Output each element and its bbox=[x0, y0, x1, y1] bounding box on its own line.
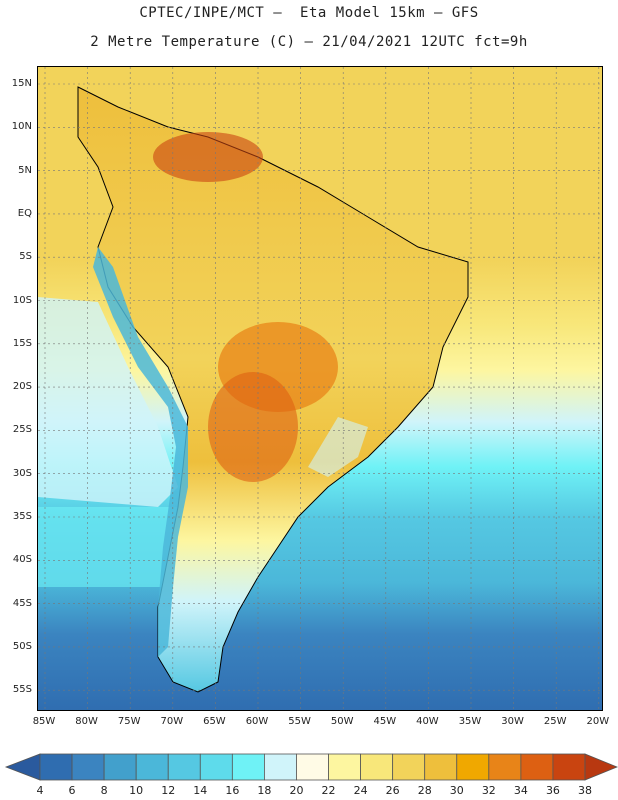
hot-zone-venezuela bbox=[153, 132, 263, 182]
lon-label: 40W bbox=[416, 716, 439, 727]
lat-label: 30S bbox=[12, 467, 32, 479]
lon-label: 25W bbox=[543, 716, 567, 727]
colorbar-label: 22 bbox=[321, 784, 336, 797]
colorbar-cell bbox=[456, 753, 490, 781]
colorbar-label: 30 bbox=[449, 784, 464, 797]
colorbar-cell bbox=[488, 753, 522, 781]
colorbar-label: 28 bbox=[417, 784, 432, 797]
lon-label: 50W bbox=[330, 716, 354, 727]
colorbar-label: 32 bbox=[481, 784, 496, 797]
colorbar-label: 4 bbox=[36, 784, 44, 797]
lon-label: 55W bbox=[288, 716, 311, 727]
map-title-line2: 2 Metre Temperature (C) – 21/04/2021 12U… bbox=[90, 34, 528, 50]
colorbar-label: 10 bbox=[129, 784, 144, 797]
lon-label: 80W bbox=[75, 716, 98, 727]
colorbar-cell bbox=[296, 753, 329, 781]
lat-label: 5S bbox=[19, 251, 32, 263]
colorbar-cell bbox=[199, 753, 233, 781]
colorbar-label: 6 bbox=[68, 784, 76, 797]
lat-label: 5N bbox=[18, 164, 32, 176]
colorbar-label: 18 bbox=[257, 784, 272, 797]
temperature-field bbox=[38, 67, 602, 710]
lat-label: 45S bbox=[12, 597, 32, 609]
colorbar-high-arrow bbox=[584, 753, 618, 781]
colorbar-cell bbox=[552, 753, 586, 781]
colorbar-cell bbox=[360, 753, 394, 781]
hot-zone-chaco bbox=[208, 372, 298, 482]
lat-label: 25S bbox=[12, 424, 32, 436]
colorbar-label: 36 bbox=[545, 784, 560, 797]
graticule bbox=[38, 67, 602, 710]
lat-label: 35S bbox=[12, 511, 32, 522]
colorbar-label: 26 bbox=[385, 784, 400, 797]
colorbar bbox=[4, 753, 618, 781]
colorbar-cell bbox=[392, 753, 426, 781]
colorbar-cells bbox=[39, 753, 586, 781]
lat-label: EQ bbox=[17, 207, 32, 219]
colorbar-cell bbox=[135, 753, 169, 781]
temperature-map bbox=[37, 66, 603, 711]
lat-label: 20S bbox=[12, 381, 32, 393]
lon-label: 70W bbox=[160, 716, 184, 727]
lon-label: 20W bbox=[586, 716, 610, 727]
lon-label: 85W bbox=[32, 716, 56, 727]
lat-label: 40S bbox=[12, 554, 32, 566]
lon-label: 45W bbox=[373, 716, 397, 727]
colorbar-cell bbox=[264, 753, 297, 781]
pacific-cold-zone bbox=[38, 507, 188, 587]
lon-label: 60W bbox=[245, 716, 269, 727]
lon-label: 35W bbox=[458, 716, 482, 727]
colorbar-cell bbox=[328, 753, 361, 781]
colorbar-label: 24 bbox=[353, 784, 368, 797]
lat-label: 15S bbox=[12, 337, 32, 349]
lon-label: 75W bbox=[117, 716, 141, 727]
colorbar-label: 12 bbox=[161, 784, 176, 797]
andes-cold-band bbox=[93, 247, 188, 657]
southeast-cool-zone bbox=[308, 417, 368, 477]
colorbar-label: 38 bbox=[578, 784, 592, 797]
lon-label: 30W bbox=[501, 716, 524, 727]
lat-label: 50S bbox=[12, 640, 32, 652]
colorbar-label: 34 bbox=[513, 784, 528, 797]
colorbar-label: 14 bbox=[193, 784, 208, 797]
colorbar-label: 20 bbox=[289, 784, 304, 797]
pacific-cool-zone bbox=[38, 297, 178, 507]
colorbar-cell bbox=[231, 753, 265, 781]
colorbar-cell bbox=[520, 753, 554, 781]
colorbar-label: 16 bbox=[225, 784, 240, 797]
colorbar-label: 8 bbox=[100, 784, 108, 797]
colorbar-cell bbox=[424, 753, 458, 781]
lat-label: 15N bbox=[11, 78, 32, 89]
lat-label: 10S bbox=[12, 294, 32, 306]
colorbar-cell bbox=[167, 753, 201, 781]
lat-label: 55S bbox=[12, 684, 32, 696]
colorbar-cell bbox=[103, 753, 137, 781]
colorbar-low-arrow bbox=[4, 753, 41, 781]
lat-label: 10N bbox=[11, 121, 32, 133]
colorbar-cell bbox=[39, 753, 73, 781]
lon-label: 65W bbox=[203, 716, 226, 727]
map-title-line1: CPTEC/INPE/MCT – Eta Model 15km – GFS bbox=[139, 5, 479, 21]
colorbar-cell bbox=[71, 753, 105, 781]
